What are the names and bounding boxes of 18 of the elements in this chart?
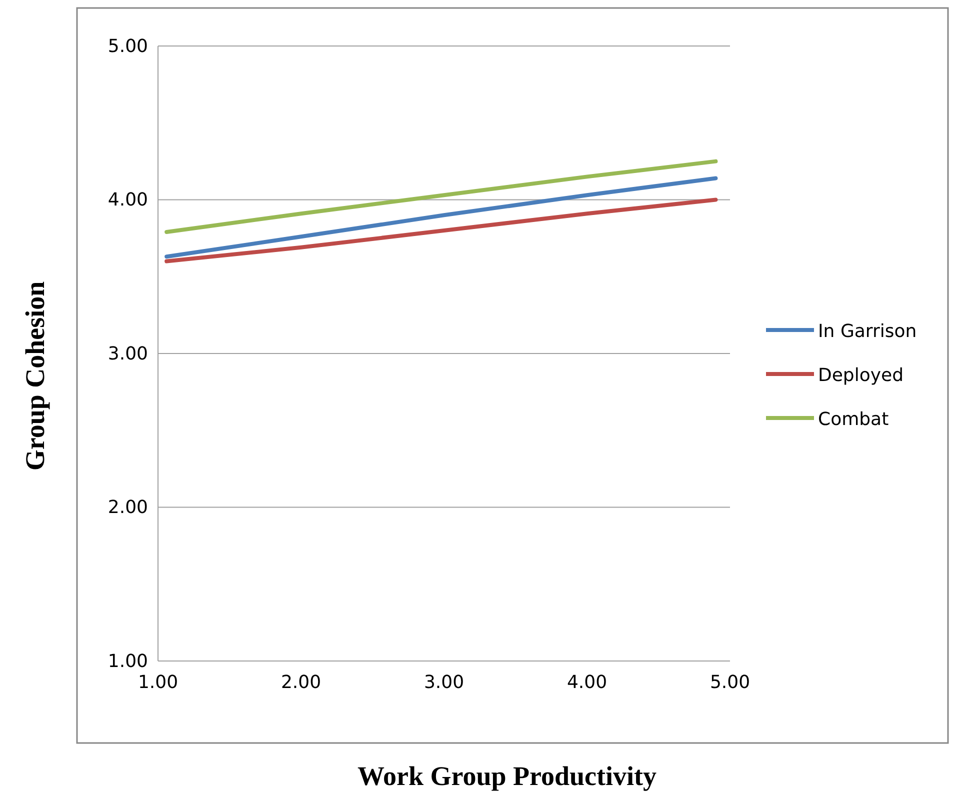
legend-label: Combat (818, 409, 889, 430)
y-axis-title: Group Cohesion (20, 281, 50, 471)
x-axis-title: Work Group Productivity (357, 761, 658, 791)
x-tick-label: 3.00 (424, 672, 464, 693)
x-tick-label: 5.00 (710, 672, 750, 693)
y-tick-label: 4.00 (108, 190, 148, 211)
line-series (164, 176, 718, 259)
y-tick-label: 5.00 (108, 36, 148, 57)
x-tick-label: 4.00 (566, 672, 608, 693)
x-tick-label: 1.00 (138, 672, 178, 693)
y-tick-label: 1.00 (108, 650, 148, 672)
y-tick-label: 3.00 (108, 343, 148, 364)
legend-label: Deployed (818, 365, 904, 386)
legend-label: In Garrison (818, 321, 917, 342)
line-series (164, 198, 718, 264)
line-series (164, 159, 718, 234)
y-tick-label: 2.00 (108, 497, 148, 518)
x-tick-label: 2.00 (280, 672, 322, 693)
